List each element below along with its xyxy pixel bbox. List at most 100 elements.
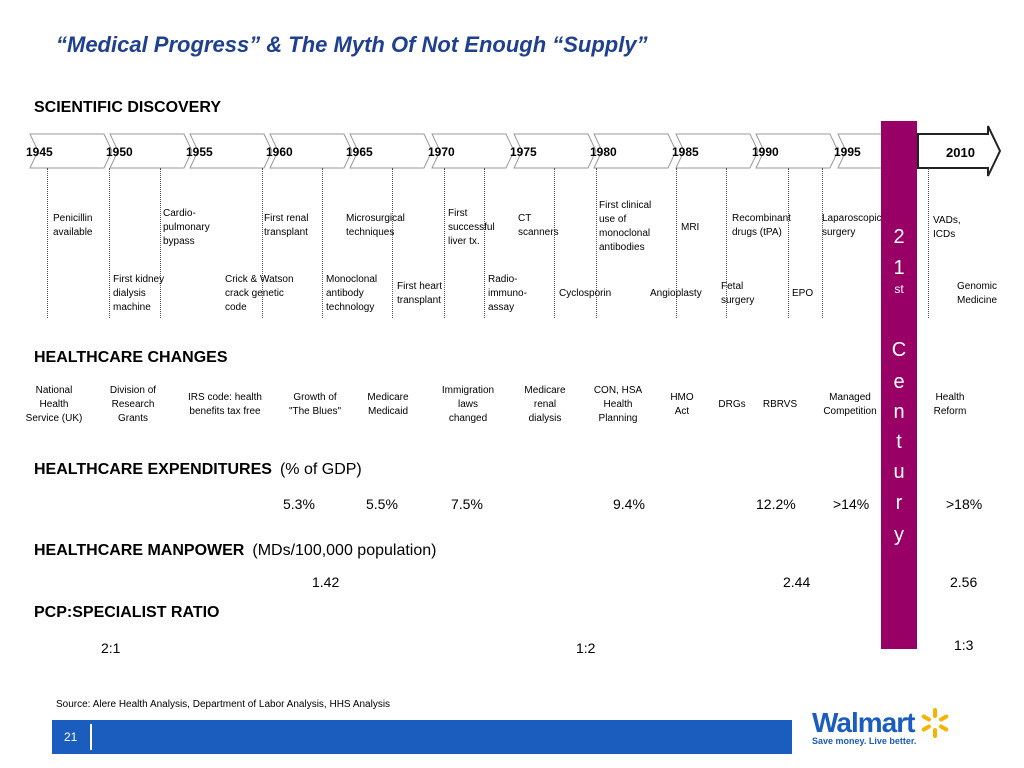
- timeline-chevron: [513, 133, 597, 169]
- connector-line: [262, 168, 263, 318]
- healthcare-change: CON, HSA Health Planning: [593, 385, 643, 424]
- discovery-event: Monoclonal antibody technology: [326, 274, 378, 313]
- timeline-year: 1995: [834, 145, 861, 159]
- timeline-chevron: [29, 133, 113, 169]
- century-letter: C: [891, 339, 907, 361]
- expenditure-value: >14%: [833, 496, 870, 512]
- century-letter: y: [894, 524, 904, 546]
- timeline-year: 1985: [672, 145, 699, 159]
- healthcare-change: IRS code: health benefits tax free: [188, 392, 262, 417]
- healthcare-change: Health Reform: [933, 392, 967, 417]
- connector-line: [484, 168, 485, 318]
- section-healthcare-changes: HEALTHCARE CHANGES: [34, 349, 228, 366]
- expenditure-value: 12.2%: [756, 496, 796, 512]
- expenditures-heading: HEALTHCARE EXPENDITURES: [34, 461, 272, 478]
- discovery-event: Radio- immuno- assay: [488, 274, 527, 313]
- century-superscript: st: [894, 282, 904, 296]
- discovery-event: Crick & Watson crack genetic code: [225, 274, 294, 313]
- manpower-heading: HEALTHCARE MANPOWER: [34, 542, 245, 559]
- expenditures-unit: (% of GDP): [279, 461, 362, 478]
- timeline-year: 1975: [510, 145, 537, 159]
- discovery-event: Laparoscopic surgery: [822, 213, 882, 238]
- spark-icon: [922, 708, 949, 738]
- connector-line: [726, 168, 727, 318]
- healthcare-change: Managed Competition: [823, 392, 877, 417]
- manpower-value: 1.42: [312, 574, 340, 590]
- page-number-divider: [90, 724, 92, 750]
- timeline-year: 1960: [266, 145, 293, 159]
- discovery-event: Cardio- pulmonary bypass: [163, 208, 210, 247]
- source-note: Source: Alere Health Analysis, Departmen…: [56, 699, 391, 710]
- timeline-year: 1965: [346, 145, 373, 159]
- timeline-year: 1955: [186, 145, 213, 159]
- discovery-event: Microsurgical techniques: [346, 213, 405, 238]
- discovery-event: CT scanners: [518, 213, 559, 238]
- century-letter: n: [893, 401, 905, 423]
- discovery-event: First heart transplant: [397, 281, 443, 306]
- discovery-event: EPO: [792, 288, 814, 299]
- ratio-value: 1:3: [954, 637, 974, 653]
- timeline-chevron: [593, 133, 677, 169]
- discovery-event: First kidney dialysis machine: [113, 274, 165, 313]
- expenditure-value: >18%: [946, 496, 983, 512]
- connector-line: [596, 168, 597, 318]
- section-healthcare-expenditures: HEALTHCARE EXPENDITURES (% of GDP): [34, 461, 362, 479]
- manpower-value: 2.56: [950, 574, 978, 590]
- connector-line: [676, 168, 677, 318]
- logo-tagline: Save money. Live better.: [812, 736, 917, 746]
- timeline-chevron: [349, 133, 433, 169]
- timeline-year: 1945: [26, 145, 53, 159]
- healthcare-change: Immigration laws changed: [441, 385, 495, 424]
- connector-line: [788, 168, 789, 318]
- page-title: “Medical Progress” & The Myth Of Not Eno…: [56, 32, 648, 57]
- discovery-event: VADs, ICDs: [933, 215, 961, 240]
- healthcare-change: DRGs: [718, 399, 746, 410]
- timeline-year: 1980: [590, 145, 617, 159]
- connector-line: [444, 168, 445, 318]
- century-letter: t: [896, 431, 902, 453]
- connector-line: [109, 168, 110, 318]
- manpower-unit: (MDs/100,000 population): [252, 542, 437, 559]
- healthcare-change: National Health Service (UK): [25, 385, 83, 424]
- healthcare-change: Medicare renal dialysis: [524, 385, 566, 424]
- timeline-chevron: [755, 133, 839, 169]
- healthcare-change: Medicare Medicaid: [367, 392, 409, 417]
- end-arrow-shape: [917, 125, 1002, 177]
- timeline-year: 1950: [106, 145, 133, 159]
- century-letter: e: [893, 371, 905, 393]
- manpower-value: 2.44: [783, 574, 811, 590]
- discovery-event: Genomic Medicine: [957, 281, 998, 306]
- expenditure-value: 5.3%: [283, 496, 315, 512]
- page-number: 21: [64, 730, 78, 744]
- timeline-year: 1990: [752, 145, 779, 159]
- discovery-event: Angioplasty: [650, 288, 702, 299]
- discovery-event: First clinical use of monoclonal antibod…: [599, 200, 652, 253]
- connector-line: [47, 168, 48, 318]
- connector-line: [160, 168, 161, 318]
- section-healthcare-manpower: HEALTHCARE MANPOWER (MDs/100,000 populati…: [34, 542, 436, 560]
- connector-line: [928, 168, 929, 318]
- century-letter: u: [893, 461, 905, 483]
- timeline-arrow: [29, 125, 1002, 177]
- footer-bar: [52, 720, 792, 754]
- century-letter: r: [895, 492, 903, 514]
- timeline-year: 1970: [428, 145, 455, 159]
- discovery-event: First renal transplant: [264, 213, 309, 238]
- century-letter: 2: [893, 226, 905, 248]
- connector-line: [322, 168, 323, 318]
- connector-line: [822, 168, 823, 318]
- connector-line: [554, 168, 555, 318]
- timeline-chevron: [109, 133, 193, 169]
- century-letter: 1: [893, 257, 905, 279]
- discovery-event: First successful liver tx.: [448, 208, 495, 247]
- timeline-chevron: [189, 133, 273, 169]
- timeline-chevron: [269, 133, 353, 169]
- walmart-logo: Walmart Save money. Live better.: [812, 706, 952, 746]
- logo-wordmark: Walmart: [812, 707, 915, 738]
- expenditure-value: 5.5%: [366, 496, 398, 512]
- section-pcp-specialist-ratio: PCP:SPECIALIST RATIO: [34, 604, 220, 621]
- discovery-event: MRI: [681, 222, 700, 233]
- discovery-event: Recombinant drugs (tPA): [732, 213, 791, 238]
- expenditure-value: 7.5%: [451, 496, 483, 512]
